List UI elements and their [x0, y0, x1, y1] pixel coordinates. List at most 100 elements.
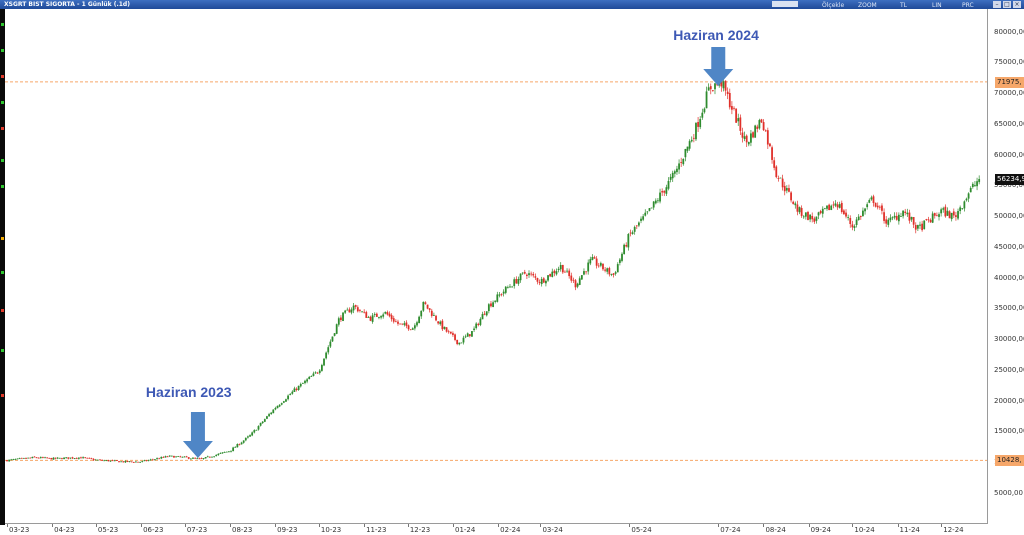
candle-body: [10, 459, 13, 461]
candle-body: [845, 212, 847, 217]
x-tick: [364, 524, 366, 527]
candle-body: [137, 461, 139, 463]
maximize-icon[interactable]: □: [1003, 1, 1011, 8]
candle-body: [86, 457, 89, 459]
price-chart[interactable]: [5, 9, 987, 523]
candle-body: [735, 108, 738, 123]
candle-body: [583, 271, 585, 275]
candle-body: [530, 273, 533, 275]
tool-marker[interactable]: [1, 349, 4, 352]
candle-body: [832, 204, 835, 206]
y-tick-label: 70000,00: [994, 89, 1024, 97]
candle-body: [661, 191, 664, 193]
candle-body: [261, 421, 264, 423]
candle-body: [132, 462, 135, 463]
candle-body: [164, 456, 167, 458]
candle-body: [466, 333, 469, 337]
candle-body: [976, 181, 978, 187]
candle-body: [555, 271, 558, 275]
toolbar-scale-label[interactable]: Ölçekle: [822, 2, 845, 9]
candle-body: [29, 457, 32, 459]
x-tick: [852, 524, 854, 527]
tool-marker[interactable]: [1, 237, 4, 240]
candle-body: [221, 452, 224, 454]
candle-body: [769, 143, 771, 147]
tool-marker[interactable]: [1, 309, 4, 312]
candle-body: [249, 435, 251, 437]
candle-body: [785, 188, 788, 191]
candle-body: [798, 207, 801, 213]
down-arrow-icon: [703, 47, 734, 86]
tool-marker[interactable]: [1, 23, 4, 26]
candle-body: [439, 321, 442, 325]
x-tick: [808, 524, 810, 527]
candle-body: [650, 207, 653, 209]
tool-marker[interactable]: [1, 75, 4, 78]
candle-body: [851, 224, 854, 228]
candle-body: [644, 212, 647, 216]
candle-body: [752, 132, 754, 138]
candle-body: [521, 272, 524, 274]
tool-marker[interactable]: [1, 271, 4, 274]
candle-body: [71, 457, 74, 459]
candle-body: [337, 318, 340, 325]
candle-body: [595, 258, 598, 266]
candle-body: [912, 217, 915, 225]
x-tick-label: 10-23: [320, 526, 342, 534]
candle-body: [179, 456, 182, 458]
tool-marker[interactable]: [1, 394, 4, 397]
tool-marker[interactable]: [1, 101, 4, 104]
tool-marker[interactable]: [1, 49, 4, 52]
candle-body: [299, 383, 302, 387]
candle-body: [921, 223, 924, 231]
candle-body: [206, 456, 209, 458]
candle-body: [625, 244, 628, 247]
price-chart-area[interactable]: [5, 9, 988, 524]
toolbar-field[interactable]: [772, 1, 798, 7]
x-tick-label: 06-23: [143, 526, 164, 534]
candle-body: [517, 278, 520, 284]
candle-body: [225, 451, 228, 453]
candle-body: [340, 317, 342, 321]
candle-body: [646, 211, 649, 213]
toolbar-scale-mode-label[interactable]: LIN: [932, 2, 942, 9]
x-tick-label: 05-24: [631, 526, 652, 534]
candle-body: [743, 136, 746, 139]
candle-body: [75, 457, 78, 459]
y-tick-label: 40000,00: [994, 273, 1024, 282]
candle-body: [361, 311, 363, 313]
candle-body: [944, 206, 947, 217]
candle-body: [809, 214, 811, 220]
tool-marker[interactable]: [1, 159, 4, 162]
candle-body: [39, 457, 42, 459]
candle-body: [346, 309, 349, 311]
minimize-icon[interactable]: –: [993, 1, 1001, 8]
candle-body: [792, 201, 795, 204]
candle-body: [318, 370, 321, 373]
candle-body: [475, 323, 478, 329]
candle-body: [433, 315, 435, 316]
toolbar-percent-label[interactable]: PRC: [962, 2, 974, 9]
candle-body: [804, 212, 807, 217]
candle-body: [904, 211, 907, 213]
tool-marker[interactable]: [1, 127, 4, 130]
candle-body: [382, 314, 385, 317]
candle-body: [84, 457, 87, 459]
candle-body: [585, 271, 587, 273]
candle-body: [416, 322, 418, 326]
close-icon[interactable]: ×: [1013, 1, 1021, 8]
candle-body: [175, 456, 177, 458]
candle-body: [640, 218, 642, 221]
candle-body: [454, 334, 456, 340]
candle-body: [885, 219, 888, 224]
toolbar-zoom-label[interactable]: ZOOM: [858, 2, 877, 9]
candle-body: [58, 457, 61, 459]
candle-body: [166, 456, 169, 458]
candle-body: [618, 259, 621, 263]
candle-body: [959, 207, 962, 212]
candle-body: [608, 268, 611, 275]
candle-body: [707, 87, 710, 91]
toolbar-currency-label[interactable]: TL: [900, 2, 908, 9]
candle-body: [46, 457, 49, 459]
tool-marker[interactable]: [1, 185, 4, 188]
